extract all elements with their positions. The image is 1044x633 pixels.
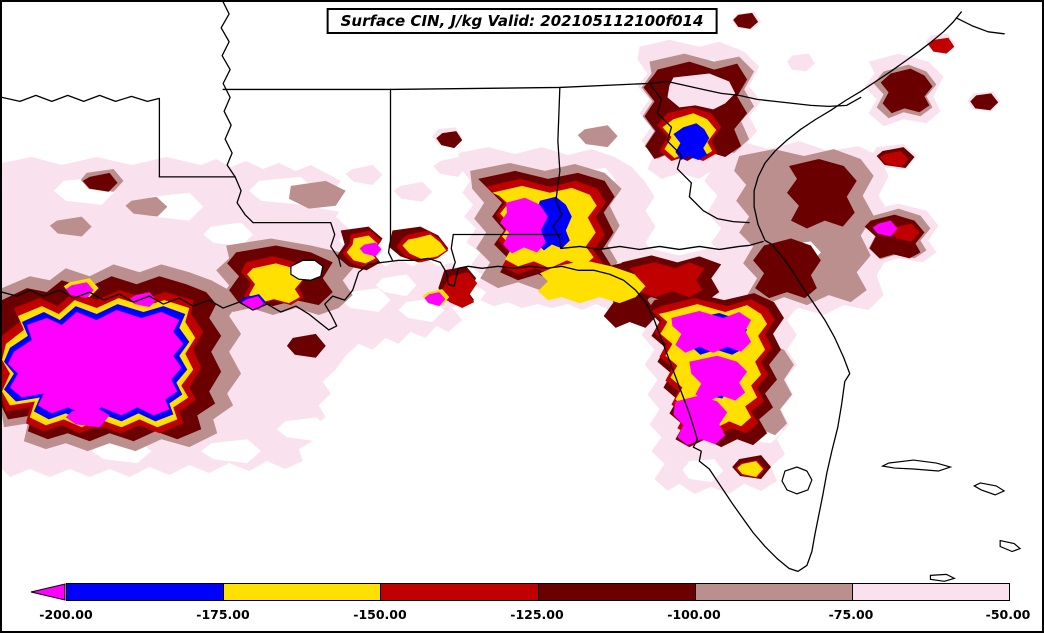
gulf-atlantic-coastline — [2, 11, 962, 573]
colorbar-segment — [223, 583, 382, 601]
state-border-la-ms — [252, 221, 342, 267]
contour-magenta-patch — [424, 292, 446, 307]
contour-maroon-patch — [753, 238, 821, 299]
contour-red-patch — [879, 151, 909, 167]
state-border-west — [2, 94, 161, 178]
contour-red-patch — [928, 37, 955, 54]
contour-hole — [340, 288, 391, 313]
contour-magenta-patch — [65, 282, 94, 299]
state-border-al-ga — [552, 86, 563, 250]
colorbar-segment — [851, 583, 1011, 601]
contour-magenta-patch — [689, 355, 748, 402]
contour-red-patch — [890, 223, 920, 242]
contour-red-patch — [629, 262, 705, 298]
state-border-mississippi-river — [220, 2, 254, 224]
lake-pontchartrain — [290, 259, 324, 281]
contour-rosybrown-patch — [125, 196, 168, 217]
contour-maroon-patch — [880, 68, 933, 114]
map-title: Surface CIN, J/kg Valid: 202105112100f01… — [326, 8, 718, 34]
colorbar-tick-label: -175.00 — [196, 607, 250, 622]
contour-magenta-patch — [671, 311, 752, 353]
contour-maroon-patch — [286, 333, 326, 358]
contours-magenta-level — [7, 197, 898, 446]
contour-blue-patch — [673, 123, 710, 160]
contour-pink-patch — [433, 157, 467, 177]
contour-maroon-patch — [82, 172, 118, 192]
geography — [2, 2, 1022, 582]
state-border-perdido — [450, 233, 456, 271]
contour-rosybrown-patch — [288, 180, 346, 209]
contour-maroon-patch — [436, 131, 463, 149]
state-border-tn-south — [222, 82, 649, 91]
contour-pink-patch — [786, 53, 815, 72]
state-border-nc-sc — [648, 80, 862, 107]
colorbar-segment — [380, 583, 539, 601]
colorbar-underflow-arrow — [30, 583, 66, 601]
nc-sounds-coast — [955, 17, 1005, 35]
contour-yellow-patch — [737, 461, 764, 477]
contour-hole — [203, 222, 254, 247]
colorbar-tick-label: -125.00 — [510, 607, 564, 622]
state-border-ga-fl — [560, 240, 764, 251]
contour-rosybrown-patch — [577, 125, 618, 148]
island-outline — [999, 539, 1022, 553]
contour-magenta-patch — [359, 242, 382, 257]
contour-pink-patch — [393, 181, 433, 202]
colorbar-segment — [66, 583, 225, 601]
contour-yellow-patch — [537, 260, 646, 304]
colorbar-tick-label: -75.00 — [828, 607, 874, 622]
contour-red-patch — [441, 272, 478, 309]
colorbar-tick-label: -200.00 — [39, 607, 93, 622]
contour-hole — [201, 439, 262, 464]
island-outline — [880, 459, 953, 472]
contour-magenta-patch — [65, 407, 110, 428]
state-border-ms-al — [387, 88, 394, 262]
contour-hole — [276, 417, 329, 442]
colorbar-segment — [694, 583, 853, 601]
colorbar-tick-label: -150.00 — [353, 607, 407, 622]
contour-magenta-patch — [7, 310, 184, 416]
contour-yellow-patch — [247, 263, 304, 304]
island-outline — [972, 482, 1006, 496]
colorbar-tick-labels: -200.00 -175.00 -150.00 -125.00 -100.00 … — [39, 607, 1030, 623]
colorbar-segment — [537, 583, 696, 601]
contour-maroon-patch — [970, 93, 999, 111]
island-outline — [929, 573, 956, 582]
contour-pink-patch — [345, 164, 383, 185]
contour-magenta-patch — [500, 197, 548, 254]
contour-hole — [375, 274, 417, 297]
lake-okeechobee — [781, 466, 813, 495]
colorbar-tick-label: -100.00 — [667, 607, 721, 622]
state-border-ga-sc — [648, 82, 750, 224]
colorbar — [30, 583, 1011, 601]
contour-magenta-patch — [872, 220, 898, 237]
colorbar-tick-label: -50.00 — [985, 607, 1031, 622]
contour-rosybrown-patch — [49, 216, 92, 237]
contour-maroon-patch — [786, 159, 857, 229]
contour-hole — [682, 459, 724, 482]
contour-pink-hole — [667, 73, 736, 110]
contour-maroon-patch — [733, 12, 759, 29]
underflow-arrow-shape — [30, 583, 66, 601]
contour-yellow-patch — [402, 234, 447, 260]
